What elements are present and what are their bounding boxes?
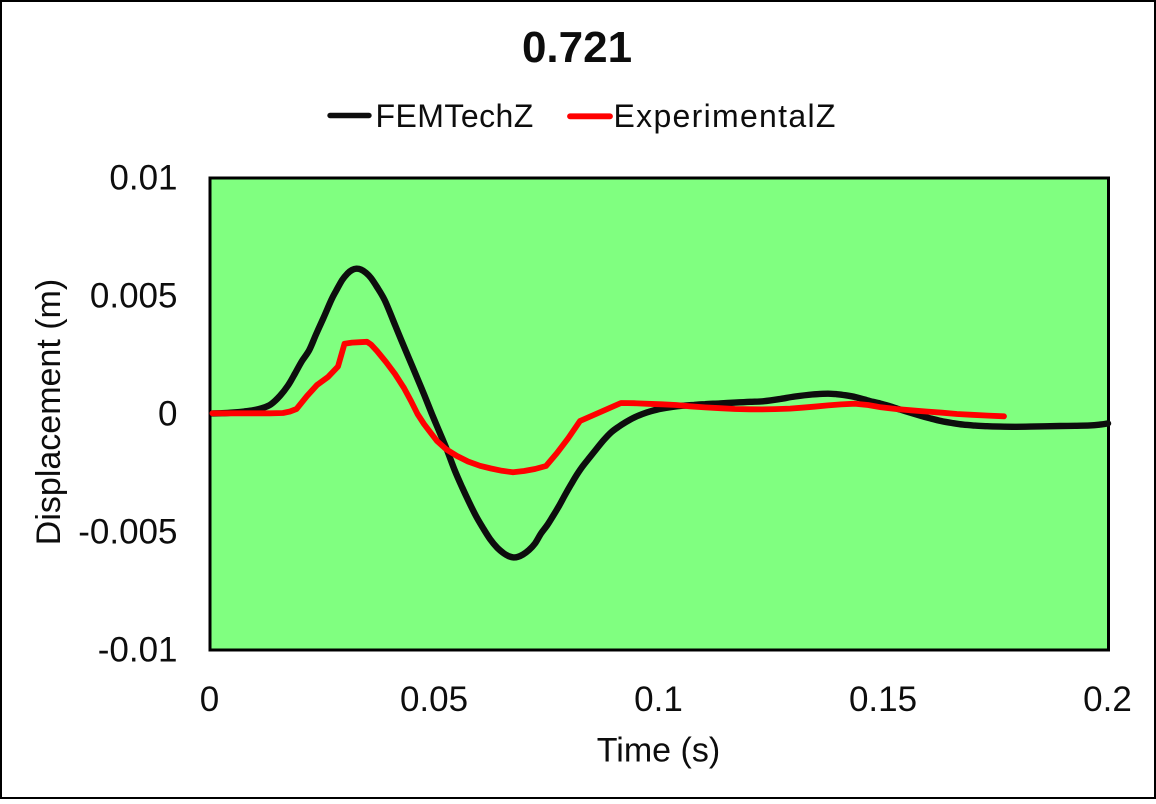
- svg-text:0.15: 0.15: [849, 680, 917, 719]
- svg-text:-0.005: -0.005: [78, 513, 177, 552]
- svg-text:-0.01: -0.01: [98, 631, 178, 670]
- svg-text:0.01: 0.01: [109, 159, 177, 198]
- svg-text:ExperimentalZ: ExperimentalZ: [614, 98, 837, 134]
- svg-text:0: 0: [158, 395, 177, 434]
- svg-text:0: 0: [200, 680, 219, 719]
- svg-text:FEMTechZ: FEMTechZ: [376, 98, 534, 134]
- svg-text:0.05: 0.05: [400, 680, 468, 719]
- svg-text:0.1: 0.1: [634, 680, 683, 719]
- svg-text:Time (s): Time (s): [597, 732, 720, 770]
- svg-text:Displacement (m): Displacement (m): [30, 279, 68, 545]
- svg-text:0.2: 0.2: [1083, 680, 1132, 719]
- svg-text:0.721: 0.721: [522, 23, 632, 72]
- svg-text:0.005: 0.005: [90, 277, 178, 316]
